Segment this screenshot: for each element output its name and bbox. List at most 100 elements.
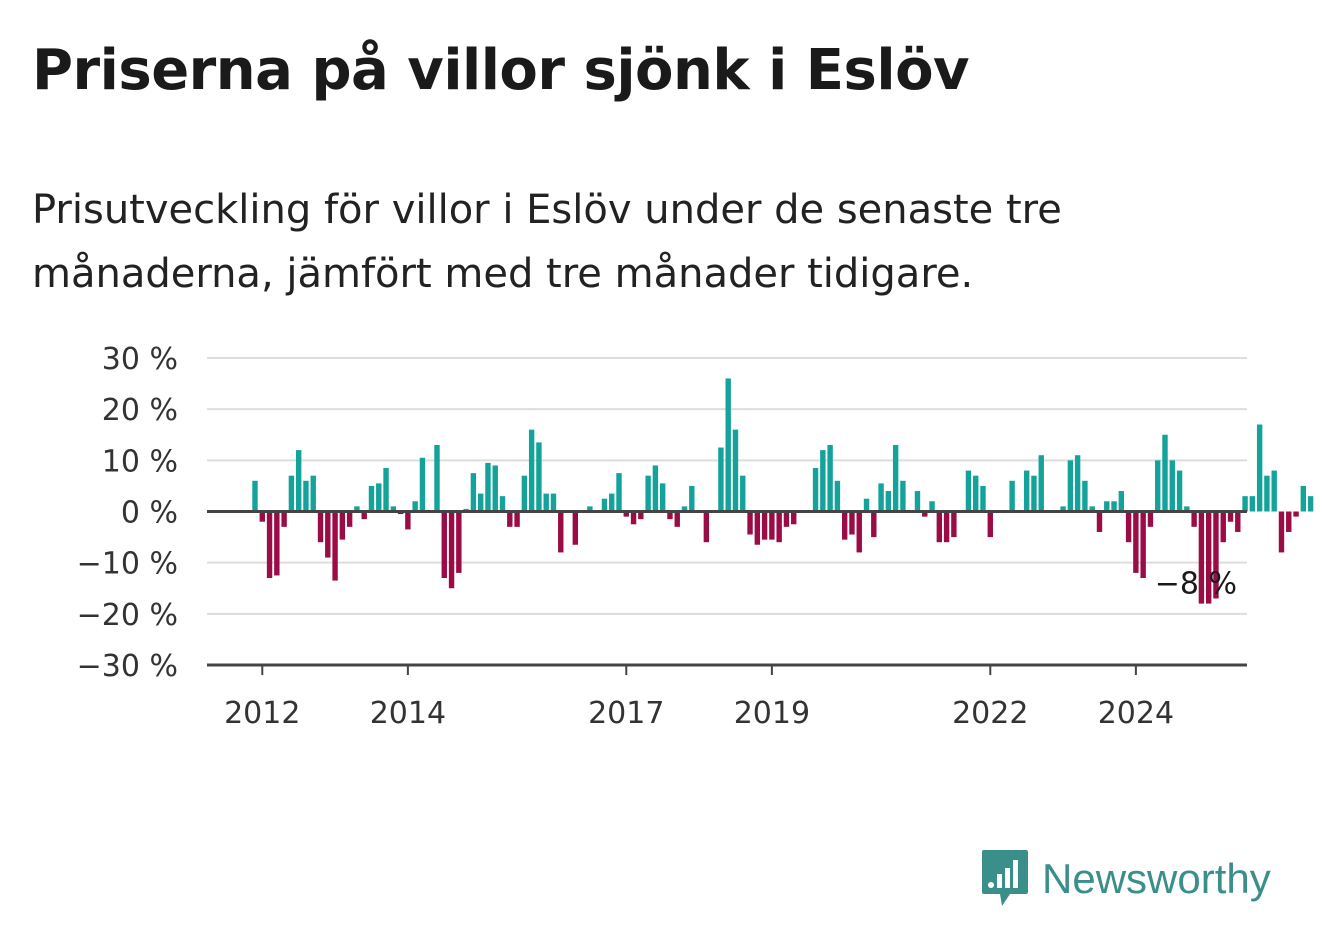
bar (791, 511, 797, 525)
bar (558, 511, 564, 553)
bar (1060, 506, 1066, 512)
bar (281, 511, 287, 527)
bar (1169, 460, 1175, 512)
bar (499, 496, 506, 512)
bar (1213, 511, 1219, 599)
bar (303, 480, 309, 512)
bar (638, 511, 644, 520)
bar (448, 511, 455, 589)
bar (361, 511, 367, 520)
bar (1249, 496, 1256, 512)
bar (1264, 475, 1270, 512)
bar (922, 511, 928, 517)
y-tick-label: 0 % (121, 496, 178, 531)
bar (1096, 511, 1103, 532)
bar (288, 475, 295, 512)
bar (871, 511, 877, 538)
bar (346, 511, 353, 527)
bar (1176, 470, 1183, 512)
bar (390, 506, 397, 512)
bar (1111, 501, 1117, 512)
bar (485, 462, 491, 512)
bar (718, 447, 724, 512)
y-tick-label: −10 % (77, 547, 178, 582)
y-tick-label: −30 % (77, 649, 178, 684)
bar (1023, 470, 1030, 512)
bar (1125, 511, 1132, 543)
bar (827, 444, 833, 512)
bar (492, 465, 498, 512)
bar (1038, 455, 1044, 512)
bar (856, 511, 862, 553)
bar (1133, 511, 1139, 573)
bar (514, 511, 520, 527)
bar (536, 442, 542, 512)
bar (609, 493, 615, 512)
x-tick-label: 2012 (224, 696, 300, 731)
y-tick-label: 30 % (102, 342, 178, 377)
brand-name: Newsworthy (1042, 855, 1271, 902)
bar (317, 511, 324, 543)
bar (252, 480, 258, 512)
bar (587, 506, 593, 512)
bar (1205, 511, 1212, 604)
chart-title: Priserna på villor sjönk i Eslöv (32, 38, 970, 103)
x-tick-label: 2017 (588, 696, 664, 731)
bar (310, 475, 316, 512)
bar (339, 511, 346, 540)
bar (1191, 511, 1197, 527)
bar (659, 483, 666, 512)
last-value-label: −8 % (1155, 566, 1237, 601)
bar (776, 511, 782, 543)
bar (892, 444, 899, 512)
bar (754, 511, 761, 545)
bar (1300, 485, 1307, 512)
bar (405, 511, 411, 530)
bar (1074, 455, 1081, 512)
x-tick-label: 2022 (952, 696, 1028, 731)
bar (295, 450, 302, 512)
bar (572, 511, 579, 545)
bar (645, 475, 651, 512)
x-tick-label: 2014 (370, 696, 446, 731)
bar (419, 457, 426, 512)
bar (769, 511, 775, 540)
bar (667, 511, 673, 520)
bar (973, 475, 979, 512)
bar (274, 511, 280, 576)
bar (929, 501, 935, 512)
bar (477, 493, 484, 512)
bar (441, 511, 447, 579)
bar (325, 511, 331, 558)
bar (761, 511, 768, 540)
bar (1089, 506, 1095, 512)
bar (1067, 460, 1074, 512)
bar (383, 468, 389, 512)
bar (1286, 511, 1292, 532)
bar (849, 511, 855, 535)
bar (1307, 496, 1314, 512)
bar (259, 511, 265, 522)
bar (507, 511, 513, 527)
bar (1278, 511, 1285, 553)
bar (1220, 511, 1226, 543)
bar (1140, 511, 1146, 579)
bar (689, 485, 695, 512)
bar (456, 511, 462, 573)
bar (1271, 470, 1277, 512)
bar (368, 485, 375, 512)
bar (652, 465, 659, 512)
chart-subtitle: Prisutveckling för villor i Eslöv under … (32, 187, 1062, 297)
y-tick-label: 10 % (102, 444, 178, 479)
bar (812, 468, 819, 512)
y-tick-label: 20 % (102, 393, 178, 428)
bar (900, 480, 906, 512)
bar (601, 498, 608, 512)
bar (936, 511, 943, 543)
bar (914, 491, 921, 512)
bar (1104, 501, 1110, 512)
bar (834, 480, 841, 512)
bar (1256, 424, 1263, 512)
bar (783, 511, 790, 527)
bar (1198, 511, 1205, 604)
